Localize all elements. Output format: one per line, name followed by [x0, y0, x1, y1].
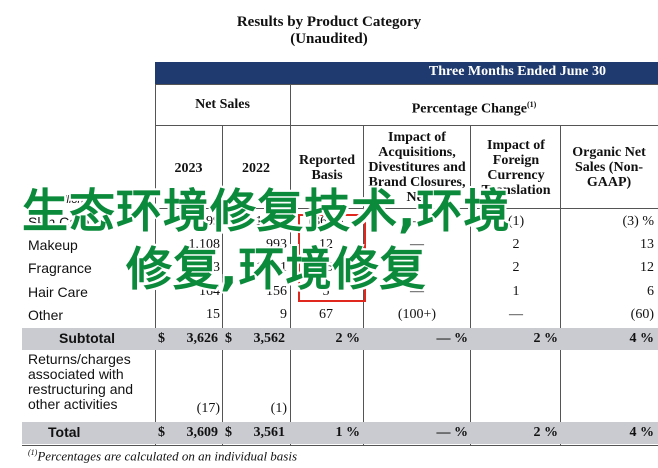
overlay-text-line2: 修复,环境修复: [126, 242, 427, 296]
footnote-sup: (1): [28, 448, 38, 457]
highlight-box: [298, 214, 366, 302]
row-2023: 1,199: [188, 214, 221, 229]
subtotal-value-2022: 3,562: [253, 331, 286, 346]
row-acq: 6: [413, 260, 421, 276]
row-reported: 12: [319, 237, 333, 253]
col-2022-header: 2022: [242, 161, 270, 176]
row-fx: —: [509, 306, 523, 322]
row-org: 6: [647, 283, 654, 299]
footnote-text: Percentages are calculated on an individ…: [37, 448, 298, 464]
returns-2022: (1): [270, 401, 287, 416]
total-label: Total: [48, 424, 81, 440]
col-org-header: Organic Net Sales (Non-GAAP): [572, 145, 646, 190]
row-org: 13: [640, 237, 654, 253]
period-header: Three Months Ended June 30: [428, 64, 606, 79]
total-2022: $ 3,561: [225, 422, 287, 444]
row-2022: 1,884: [255, 214, 288, 229]
row-2023: 15: [206, 306, 220, 322]
row-label: Skin Care: [28, 214, 90, 230]
pct-change-sup: (1): [526, 100, 537, 109]
row-2022: 9: [280, 306, 287, 322]
row-org: 12: [640, 260, 654, 276]
subtotal-value-2023: 3,626: [186, 331, 219, 346]
report-title: Results by Product Category: [236, 14, 422, 30]
returns-label: Returns/charges associated with restruct…: [28, 351, 134, 412]
row-label: Makeup: [28, 237, 78, 254]
row-2022: 993: [266, 237, 287, 253]
row-fx: 2: [512, 260, 520, 276]
returns-2023: (17): [196, 401, 220, 416]
row-acq: —: [410, 214, 424, 229]
row-2023: 1,108: [188, 237, 221, 253]
subtotal-row: [22, 328, 658, 350]
row-reported: (36)%: [308, 214, 344, 229]
net-sales-header: Net Sales: [195, 97, 250, 112]
footnote: (1)Percentages are calculated on an indi…: [28, 448, 297, 464]
col-fx-header: Impact of Foreign Currency Translation: [481, 138, 551, 198]
row-acq: (100+): [397, 306, 437, 322]
report-subtitle: (Unaudited): [290, 31, 368, 47]
row-acq: —: [410, 237, 424, 253]
total-value-2022: 3,561: [253, 425, 286, 440]
pct-change-header: Percentage Change(1): [290, 97, 658, 117]
subtotal-org: 4 %: [629, 331, 655, 346]
row-reported: 67: [319, 306, 333, 322]
subtotal-2023: $ 3,626: [158, 328, 220, 350]
pct-change-label: Percentage Change: [411, 101, 527, 117]
total-org: 4 %: [629, 425, 655, 440]
total-fx: 2 %: [533, 425, 559, 440]
row-org: (60): [630, 306, 654, 322]
row-2022: 1,011: [256, 260, 287, 276]
row-label: Hair Care: [28, 283, 88, 300]
col-reported-header: Reported Basis: [299, 153, 355, 183]
total-reported: 1 %: [335, 425, 361, 440]
row-label: Fragrance: [28, 260, 92, 277]
unit-label: ($ in millions): [28, 194, 93, 206]
row-2023: 1,113: [189, 260, 220, 276]
col-acq-header: Impact of Acquisitions, Divestitures and…: [368, 130, 466, 205]
row-2022: 156: [266, 283, 287, 299]
overlay-text-line1: 生态环境修复技术,环境: [22, 184, 511, 238]
col-2023-header: 2023: [174, 161, 203, 176]
subtotal-2022: $ 3,562: [225, 328, 287, 350]
row-fx: 2: [512, 237, 520, 253]
subtotal-label: Subtotal: [59, 330, 115, 346]
row-label: Other: [28, 306, 64, 323]
subtotal-cur-2023: $: [158, 331, 165, 346]
row-org: (3) %: [622, 214, 655, 229]
row-acq: —: [410, 283, 424, 299]
subtotal-reported: 2 %: [335, 331, 361, 346]
total-2023: $ 3,609: [158, 422, 220, 444]
subtotal-cur-2022: $: [225, 331, 232, 346]
subtotal-fx: 2 %: [533, 331, 559, 346]
period-header-bar: Three Months Ended June 30: [155, 62, 658, 84]
row-2023: 164: [199, 283, 220, 299]
total-acq: — %: [436, 425, 469, 440]
row-reported: 15: [319, 260, 333, 276]
row-fx: (1): [507, 214, 525, 229]
row-reported: 5: [322, 283, 330, 299]
total-value-2023: 3,609: [186, 425, 219, 440]
row-fx: 1: [512, 283, 520, 299]
total-row: [22, 422, 658, 444]
total-cur-2023: $: [158, 425, 165, 440]
total-cur-2022: $: [225, 425, 232, 440]
subtotal-acq: — %: [436, 331, 469, 346]
